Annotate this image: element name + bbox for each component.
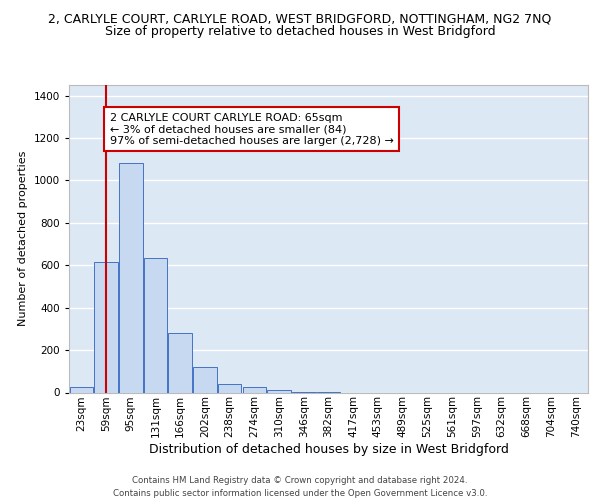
Bar [218, 384, 241, 392]
Bar [193, 367, 217, 392]
Bar [268, 390, 291, 392]
Bar [94, 262, 118, 392]
Bar [242, 387, 266, 392]
Bar [70, 386, 93, 392]
Text: 2, CARLYLE COURT, CARLYLE ROAD, WEST BRIDGFORD, NOTTINGHAM, NG2 7NQ: 2, CARLYLE COURT, CARLYLE ROAD, WEST BRI… [49, 12, 551, 26]
Y-axis label: Number of detached properties: Number of detached properties [18, 151, 28, 326]
Text: Contains public sector information licensed under the Open Government Licence v3: Contains public sector information licen… [113, 489, 487, 498]
Text: Size of property relative to detached houses in West Bridgford: Size of property relative to detached ho… [104, 25, 496, 38]
Text: Contains HM Land Registry data © Crown copyright and database right 2024.: Contains HM Land Registry data © Crown c… [132, 476, 468, 485]
Bar [169, 333, 192, 392]
Bar [119, 164, 143, 392]
Bar [144, 258, 167, 392]
X-axis label: Distribution of detached houses by size in West Bridgford: Distribution of detached houses by size … [149, 443, 508, 456]
Text: 2 CARLYLE COURT CARLYLE ROAD: 65sqm
← 3% of detached houses are smaller (84)
97%: 2 CARLYLE COURT CARLYLE ROAD: 65sqm ← 3%… [110, 112, 394, 146]
